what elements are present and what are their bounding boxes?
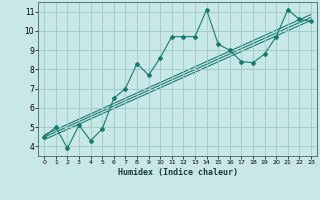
X-axis label: Humidex (Indice chaleur): Humidex (Indice chaleur) xyxy=(118,168,238,177)
